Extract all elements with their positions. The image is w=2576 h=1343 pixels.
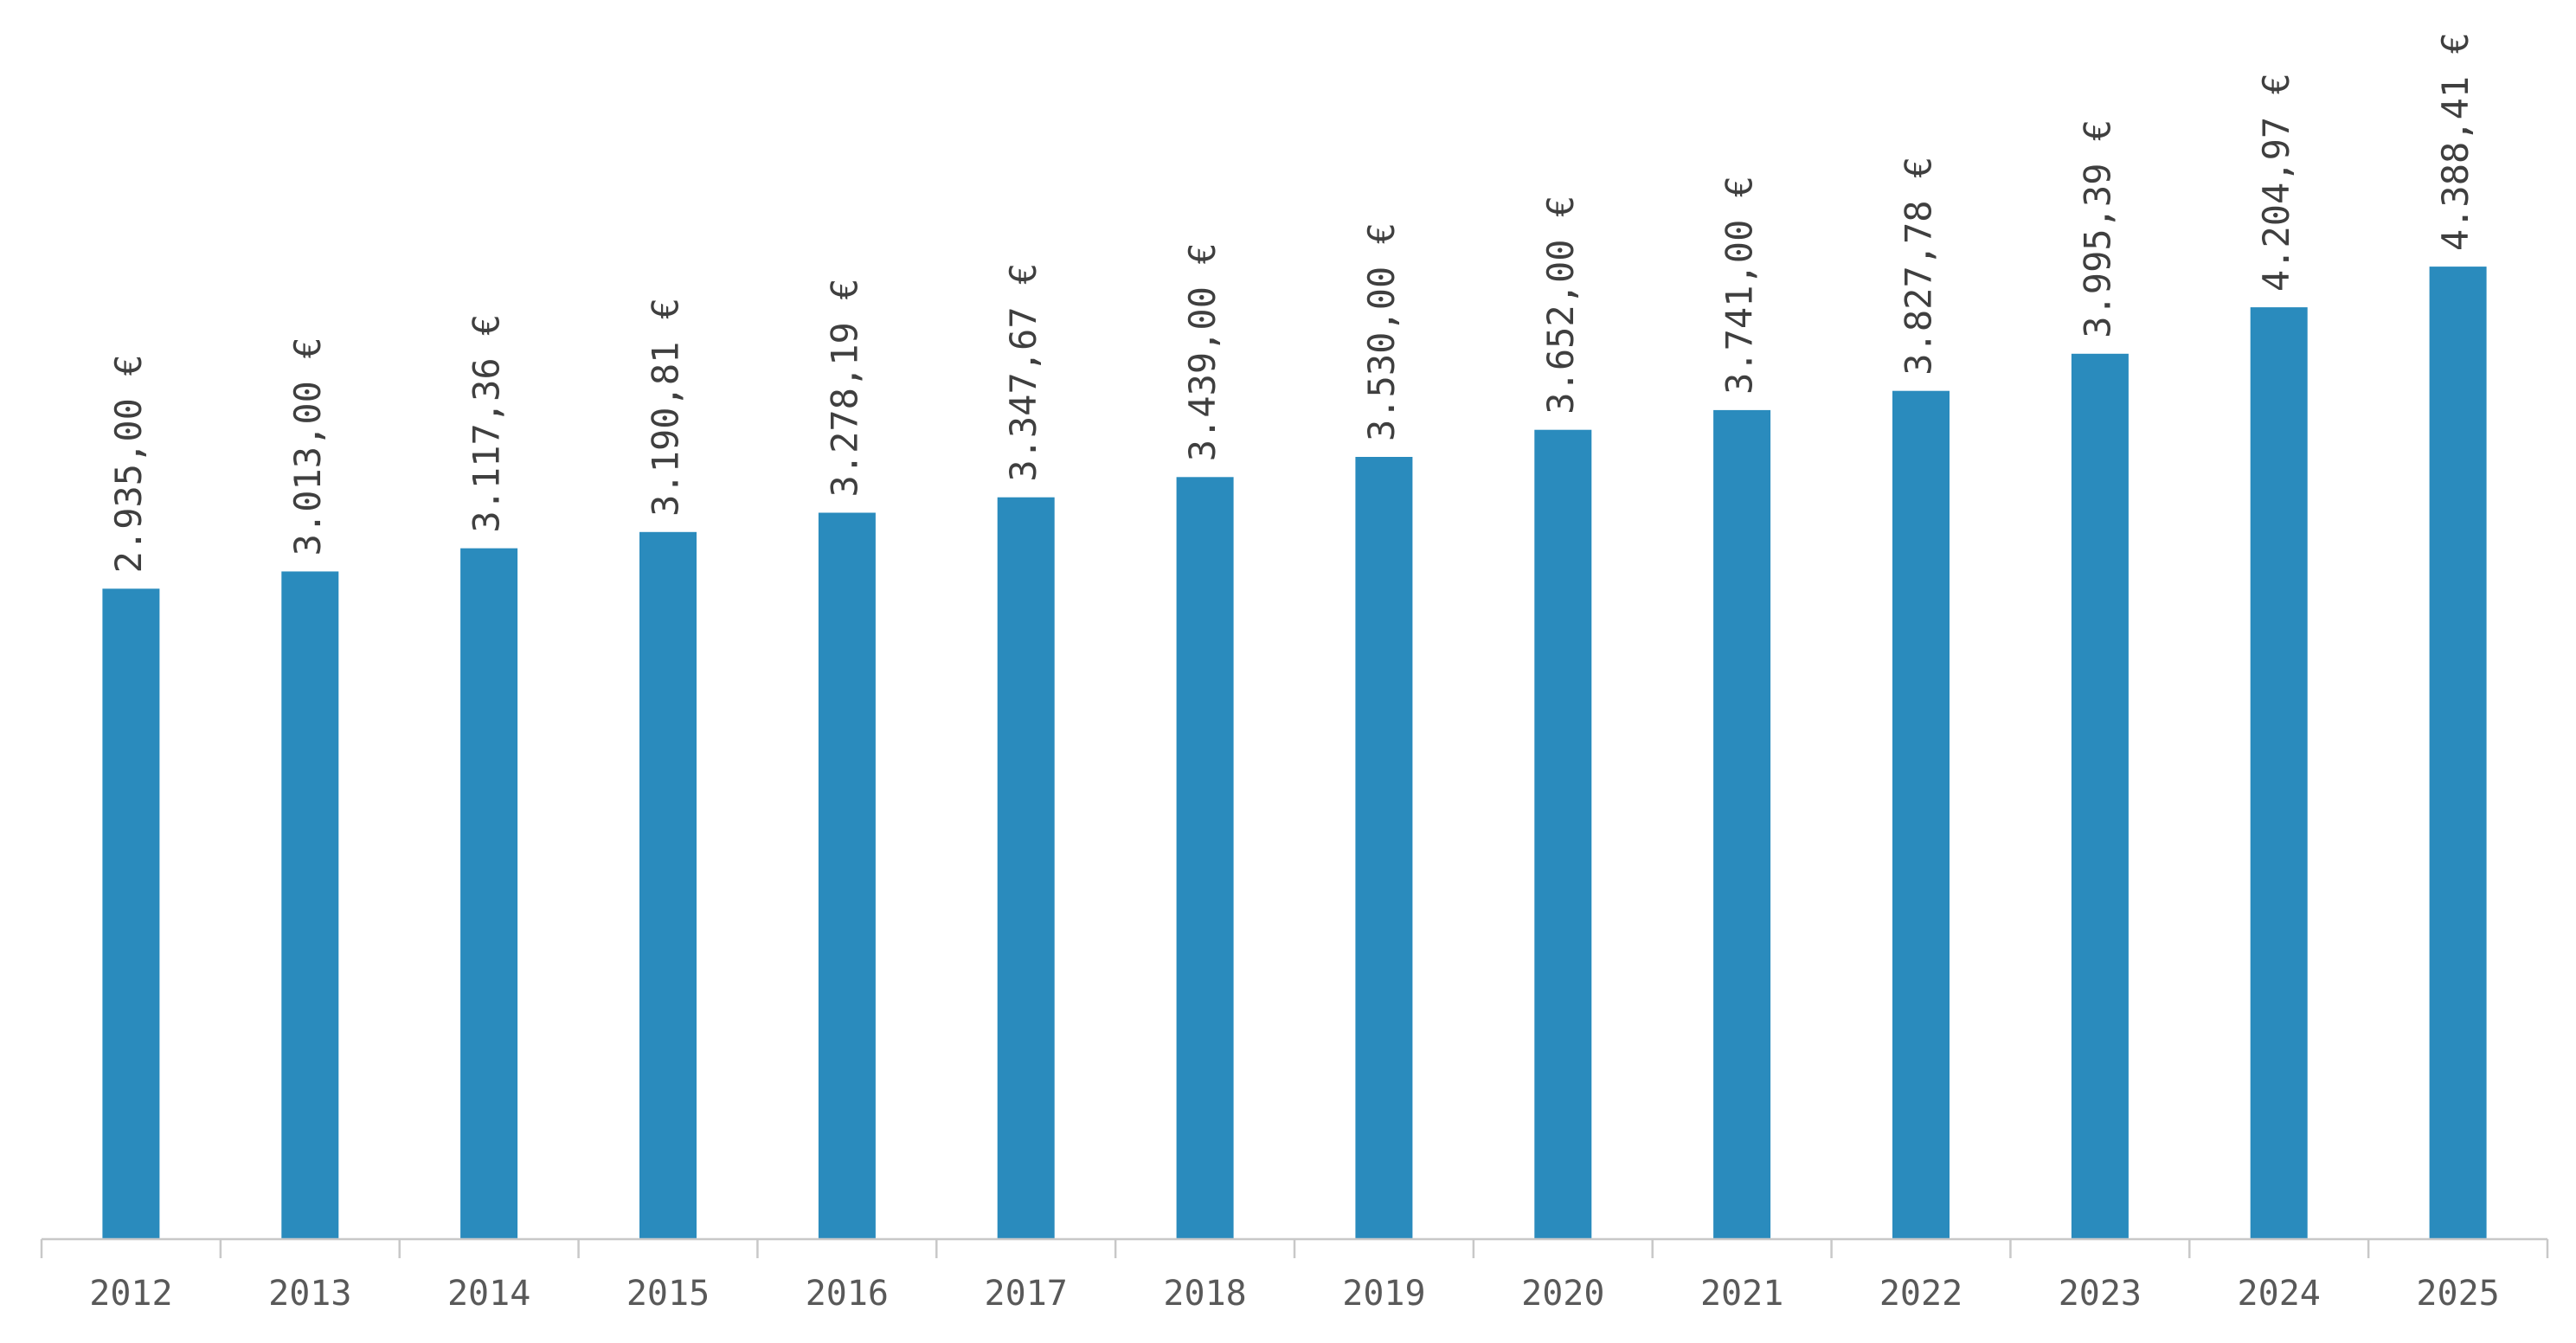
bar-2017 — [997, 497, 1055, 1239]
x-tick-label-2015: 2015 — [626, 1274, 710, 1314]
bars-group — [102, 267, 2487, 1240]
x-tick-label-2019: 2019 — [1342, 1274, 1425, 1314]
data-label-2013: 3.013,00 € — [286, 337, 329, 556]
data-label-2018: 3.439,00 € — [1181, 242, 1224, 461]
bar-2018 — [1176, 477, 1234, 1239]
x-tick-label-2021: 2021 — [1700, 1274, 1783, 1314]
bar-2022 — [1892, 390, 1950, 1239]
data-label-2020: 3.652,00 € — [1539, 196, 1582, 414]
x-tick-label-2023: 2023 — [2059, 1274, 2142, 1314]
bar-2023 — [2071, 353, 2129, 1239]
data-label-2021: 3.741,00 € — [1718, 176, 1761, 395]
data-label-2022: 3.827,78 € — [1898, 157, 1940, 376]
bar-2020 — [1534, 429, 1592, 1239]
bar-2019 — [1355, 457, 1413, 1239]
data-labels-group: 2.935,00 € 3.013,00 € 3.117,36 € 3.190,81 €… — [107, 32, 2476, 573]
bar-2025 — [2429, 267, 2487, 1240]
x-tick-label-2013: 2013 — [268, 1274, 351, 1314]
x-axis-ticks — [40, 1239, 2549, 1258]
data-label-2025: 4.388,41 € — [2434, 32, 2476, 251]
data-label-2014: 3.117,36 € — [466, 314, 508, 533]
x-tick-label-2018: 2018 — [1163, 1274, 1246, 1314]
data-label-2016: 3.278,19 € — [823, 279, 865, 498]
bar-2016 — [818, 512, 876, 1239]
data-label-2023: 3.995,39 € — [2076, 119, 2118, 338]
x-tick-label-2016: 2016 — [806, 1274, 889, 1314]
data-label-2015: 3.190,81 € — [645, 298, 687, 517]
x-tick-label-2017: 2017 — [985, 1274, 1068, 1314]
data-label-2017: 3.347,67 € — [1002, 263, 1044, 482]
x-tick-label-2020: 2020 — [1521, 1274, 1604, 1314]
bar-2014 — [460, 548, 518, 1239]
x-tick-label-2024: 2024 — [2238, 1274, 2321, 1314]
bar-2013 — [281, 571, 339, 1239]
bar-2021 — [1713, 409, 1771, 1239]
data-label-2012: 2.935,00 € — [107, 354, 150, 573]
bar-2015 — [639, 531, 697, 1239]
bar-2012 — [102, 588, 160, 1239]
bar-2024 — [2250, 307, 2308, 1240]
x-tick-label-2022: 2022 — [1879, 1274, 1963, 1314]
data-label-2024: 4.204,97 € — [2255, 73, 2297, 292]
x-tick-label-2012: 2012 — [89, 1274, 172, 1314]
x-tick-label-2014: 2014 — [447, 1274, 530, 1314]
x-axis: 2012 2013 2014 2015 2016 2017 2018 2019 2020 2021… — [40, 1237, 2549, 1314]
data-label-2019: 3.530,00 € — [1360, 222, 1403, 441]
x-axis-tick-labels: 2012 2013 2014 2015 2016 2017 2018 2019 2020 2021… — [89, 1274, 2499, 1314]
x-tick-label-2025: 2025 — [2416, 1274, 2499, 1314]
